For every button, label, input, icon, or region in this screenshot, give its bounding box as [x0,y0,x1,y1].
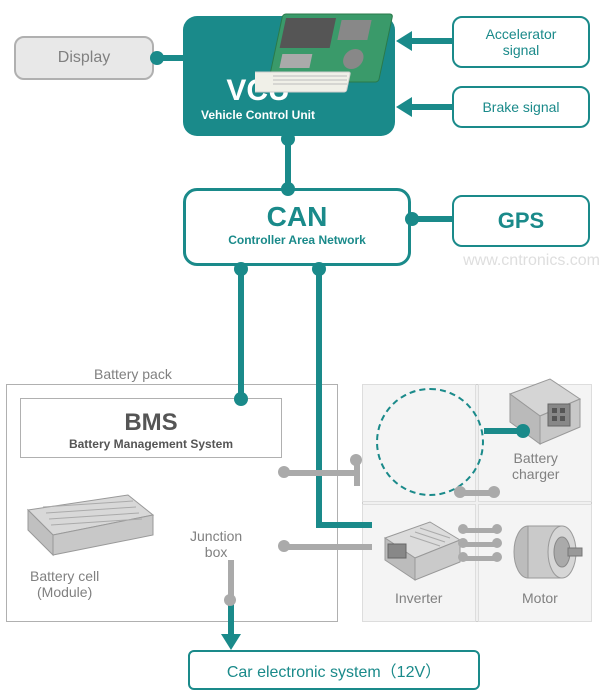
accelerator-label: Accelerator signal [486,26,557,58]
brake-label: Brake signal [482,99,559,115]
bms-sub: Battery Management System [31,437,271,451]
motor-label: Motor [522,590,558,606]
gray-dot-jb-down [224,594,236,606]
battery-pack-label: Battery pack [90,366,176,382]
dot-display [150,51,164,65]
display-node: Display [14,36,154,80]
car-system-node: Car electronic system（12V） [188,650,480,690]
dot-gps [405,212,419,226]
gray-dot-jb-up [350,454,362,466]
dot-circle-end [516,424,530,438]
charger-label: Battery charger [512,450,559,482]
can-title: CAN [186,201,408,233]
dot-can-top [281,182,295,196]
gray-dot-jb-inv [278,540,290,552]
display-label: Display [58,49,110,67]
gray-dot-jb [278,466,290,478]
gray-dot-chg2 [488,486,500,498]
motor-icon [498,516,588,588]
can-sub: Controller Area Network [186,233,408,247]
inverter-label: Inverter [395,590,442,606]
line-brake-vcu [410,104,452,110]
inverter-icon [370,510,470,590]
bms-box: BMS Battery Management System [20,398,282,458]
arrow-accel [396,31,412,51]
gps-label: GPS [498,208,544,234]
arrow-carsystem [221,634,241,650]
brake-node: Brake signal [452,86,590,128]
gd-im3b [492,552,502,562]
battery-cell-label: Battery cell (Module) [30,568,99,600]
arrow-brake [396,97,412,117]
gd-im1b [492,524,502,534]
accelerator-node: Accelerator signal [452,16,590,68]
junction-label: Junction box [190,528,242,560]
dashed-circle [376,388,484,496]
bms-title: BMS [31,409,271,437]
watermark: www.cntronics.com [463,252,600,270]
dot-vcu-bottom [281,132,295,146]
gray-dot-chg1 [454,486,466,498]
dot-can-bms-top [234,262,248,276]
battery-cell-icon [18,485,158,565]
can-node: CAN Controller Area Network [183,188,411,266]
vcu-sub: Vehicle Control Unit [201,108,315,122]
dot-can-bms-bot [234,392,248,406]
charger-icon [490,364,590,454]
vcu-node: VCU Vehicle Control Unit [183,16,395,136]
car-system-label: Car electronic system（12V） [227,658,441,682]
gray-jb-inv [282,544,372,550]
line-can-inverter-h [316,522,372,528]
gd-im2a [458,538,468,548]
gd-im2b [492,538,502,548]
gray-jb-right [282,470,360,476]
gps-node: GPS [452,195,590,247]
line-can-inverter-v [316,266,322,528]
dot-can-right-top [312,262,326,276]
gd-im1a [458,524,468,534]
line-can-bms [238,266,244,398]
gd-im3a [458,552,468,562]
line-accel-vcu [410,38,452,44]
pcb-icon [255,4,405,96]
